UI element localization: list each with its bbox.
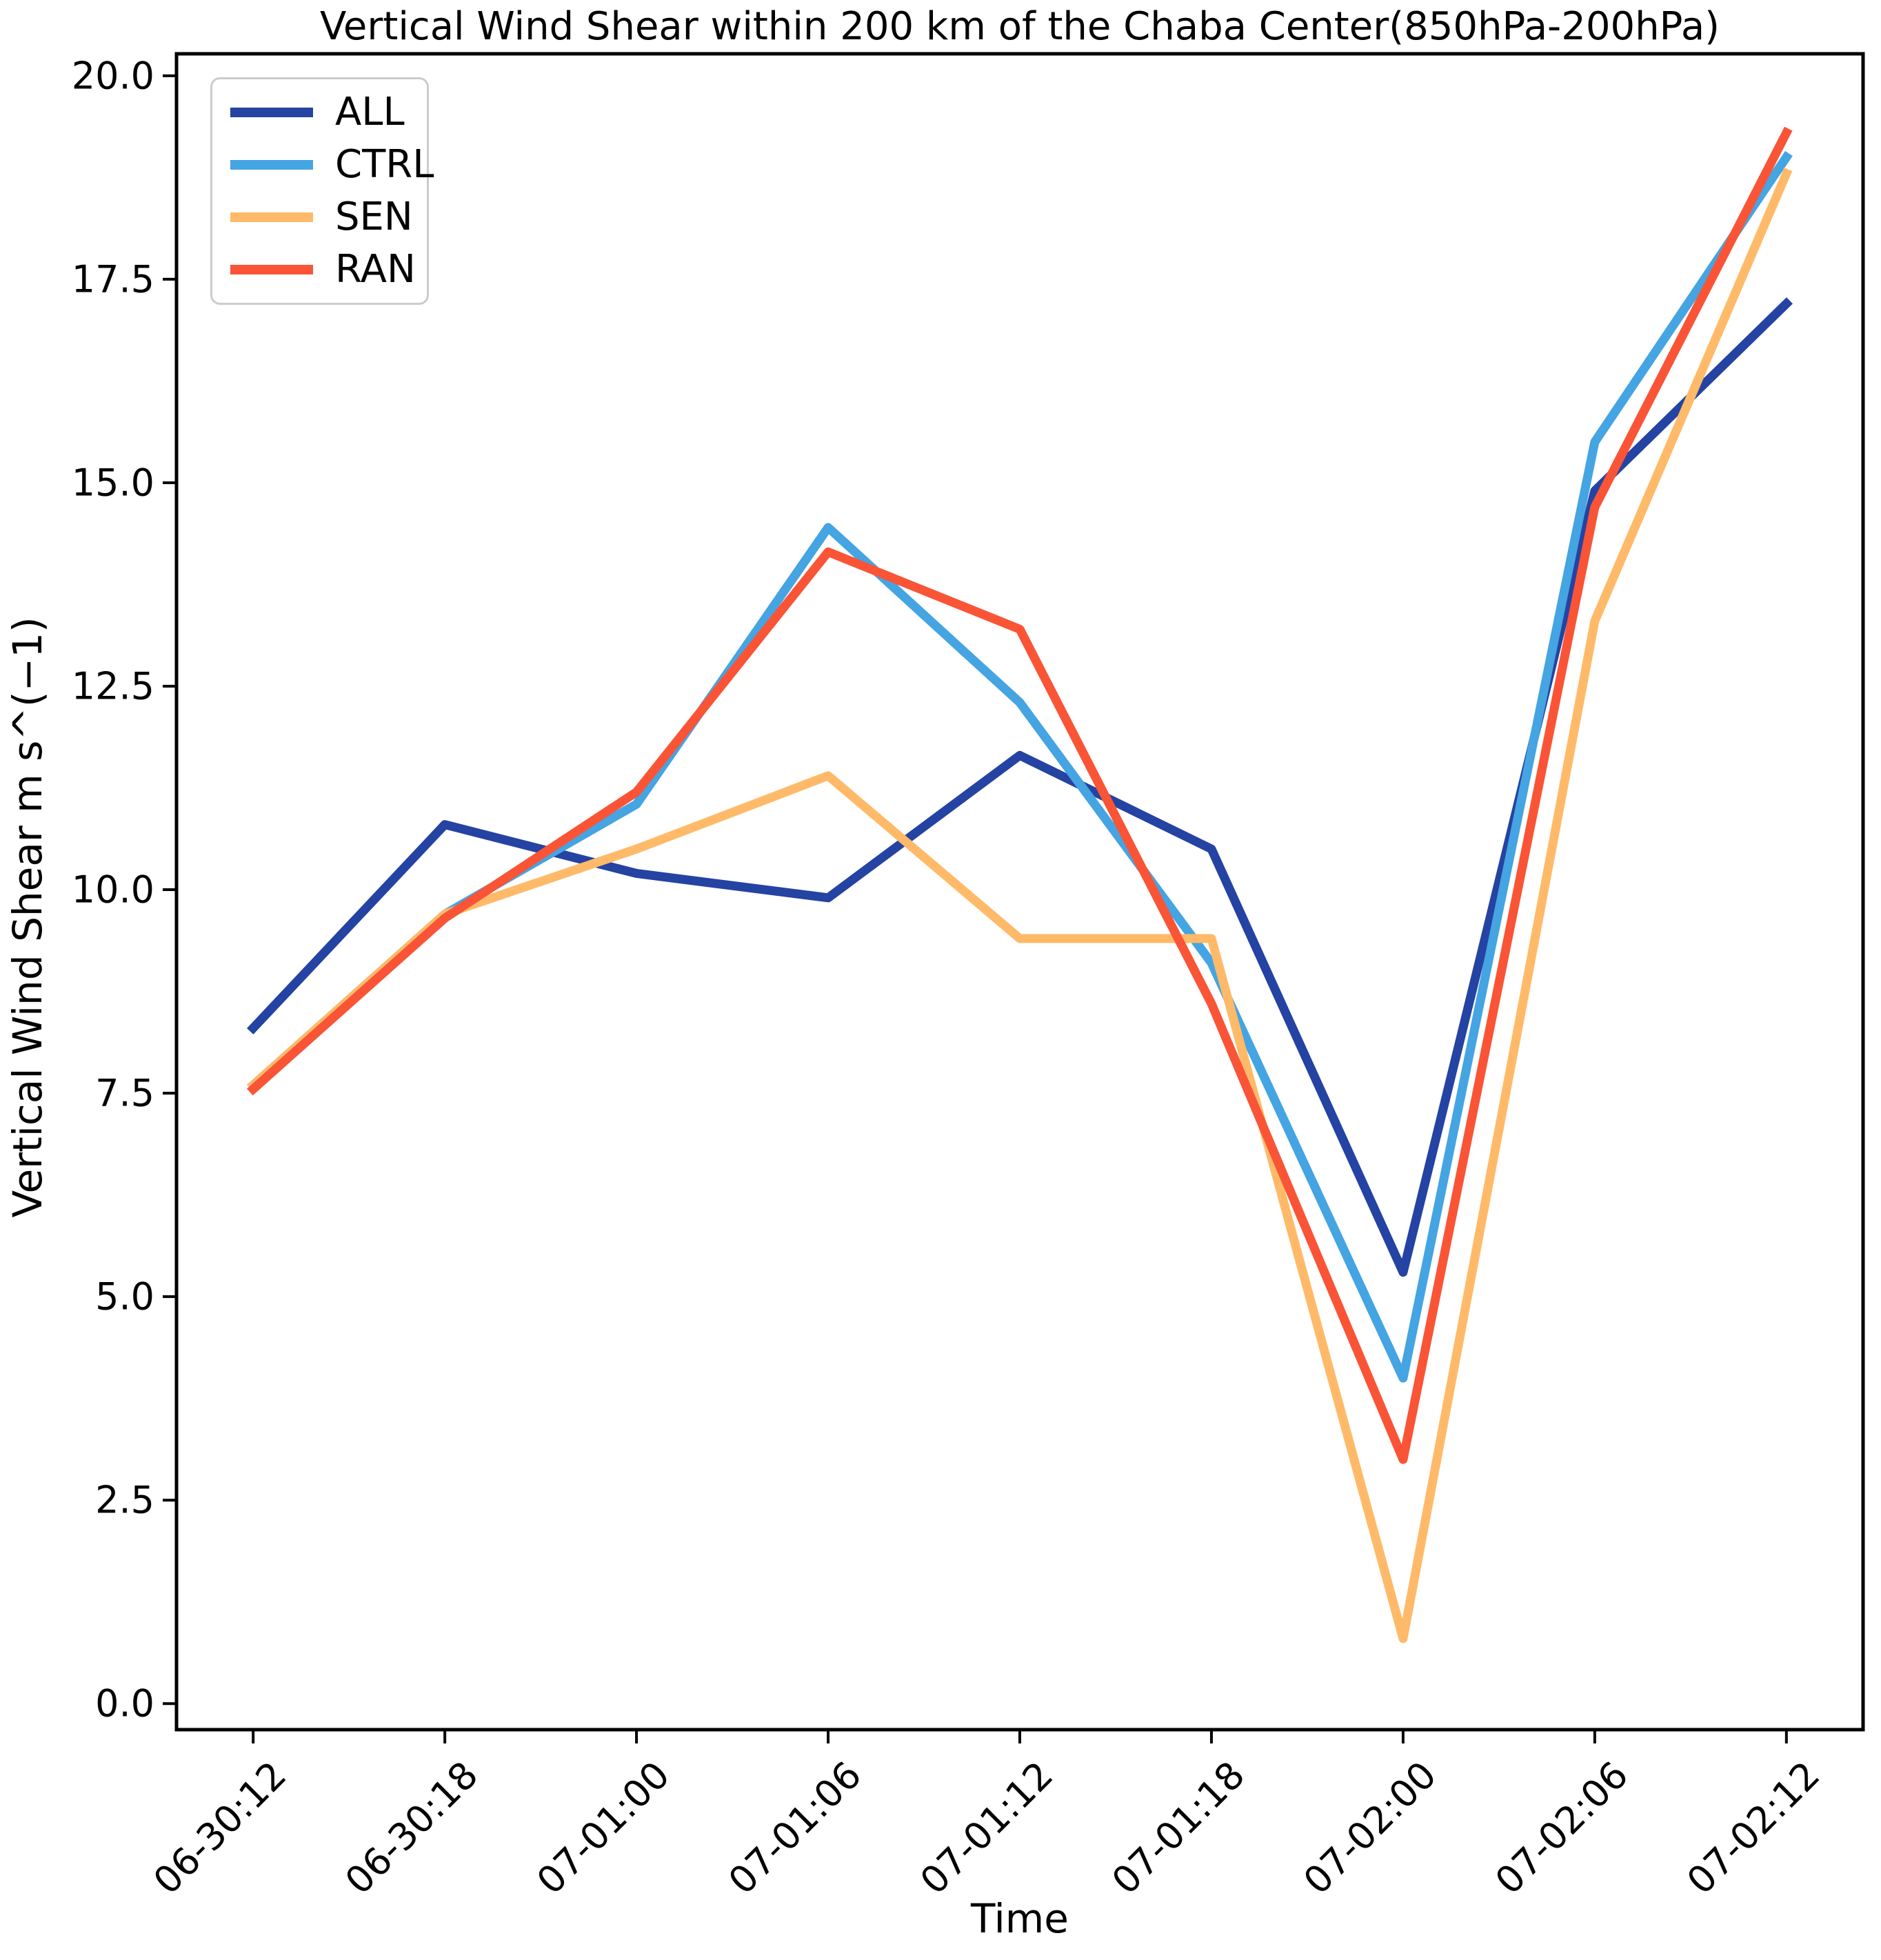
legend-line-swatch [230, 265, 313, 274]
chart-title: Vertical Wind Shear within 200 km of the… [319, 4, 1720, 49]
series-line-SEN [247, 167, 1793, 1643]
y-tick-label: 10.0 [71, 868, 154, 912]
y-tick-label: 0.0 [95, 1681, 154, 1726]
series-line-CTRL [247, 150, 1793, 1383]
y-tick-label: 7.5 [95, 1071, 154, 1115]
legend-label: RAN [335, 247, 416, 292]
legend-line-swatch [230, 108, 313, 117]
series-line-ALL [246, 297, 1793, 1277]
legend-item-RAN: RAN [230, 250, 427, 289]
y-tick-label: 17.5 [71, 257, 154, 301]
legend-item-CTRL: CTRL [230, 146, 434, 184]
axes-spines [174, 52, 1865, 1732]
y-tick-label: 5.0 [95, 1274, 154, 1319]
legend-label: SEN [335, 194, 413, 239]
y-tick-label: 20.0 [71, 54, 154, 98]
y-tick-label: 15.0 [71, 461, 154, 505]
legend-label: CTRL [335, 142, 434, 187]
legend-item-SEN: SEN [230, 198, 427, 237]
legend-box: ALL CTRL SEN RAN [210, 77, 434, 305]
y-tick-label: 2.5 [95, 1478, 154, 1522]
x-axis-label: Time [971, 1895, 1069, 1942]
y-tick-label: 12.5 [71, 664, 154, 708]
legend-item-ALL: ALL [230, 93, 427, 132]
legend-line-swatch [230, 160, 313, 170]
legend-label: ALL [335, 90, 405, 134]
legend-line-swatch [230, 212, 313, 222]
series-line-RAN [247, 126, 1793, 1464]
